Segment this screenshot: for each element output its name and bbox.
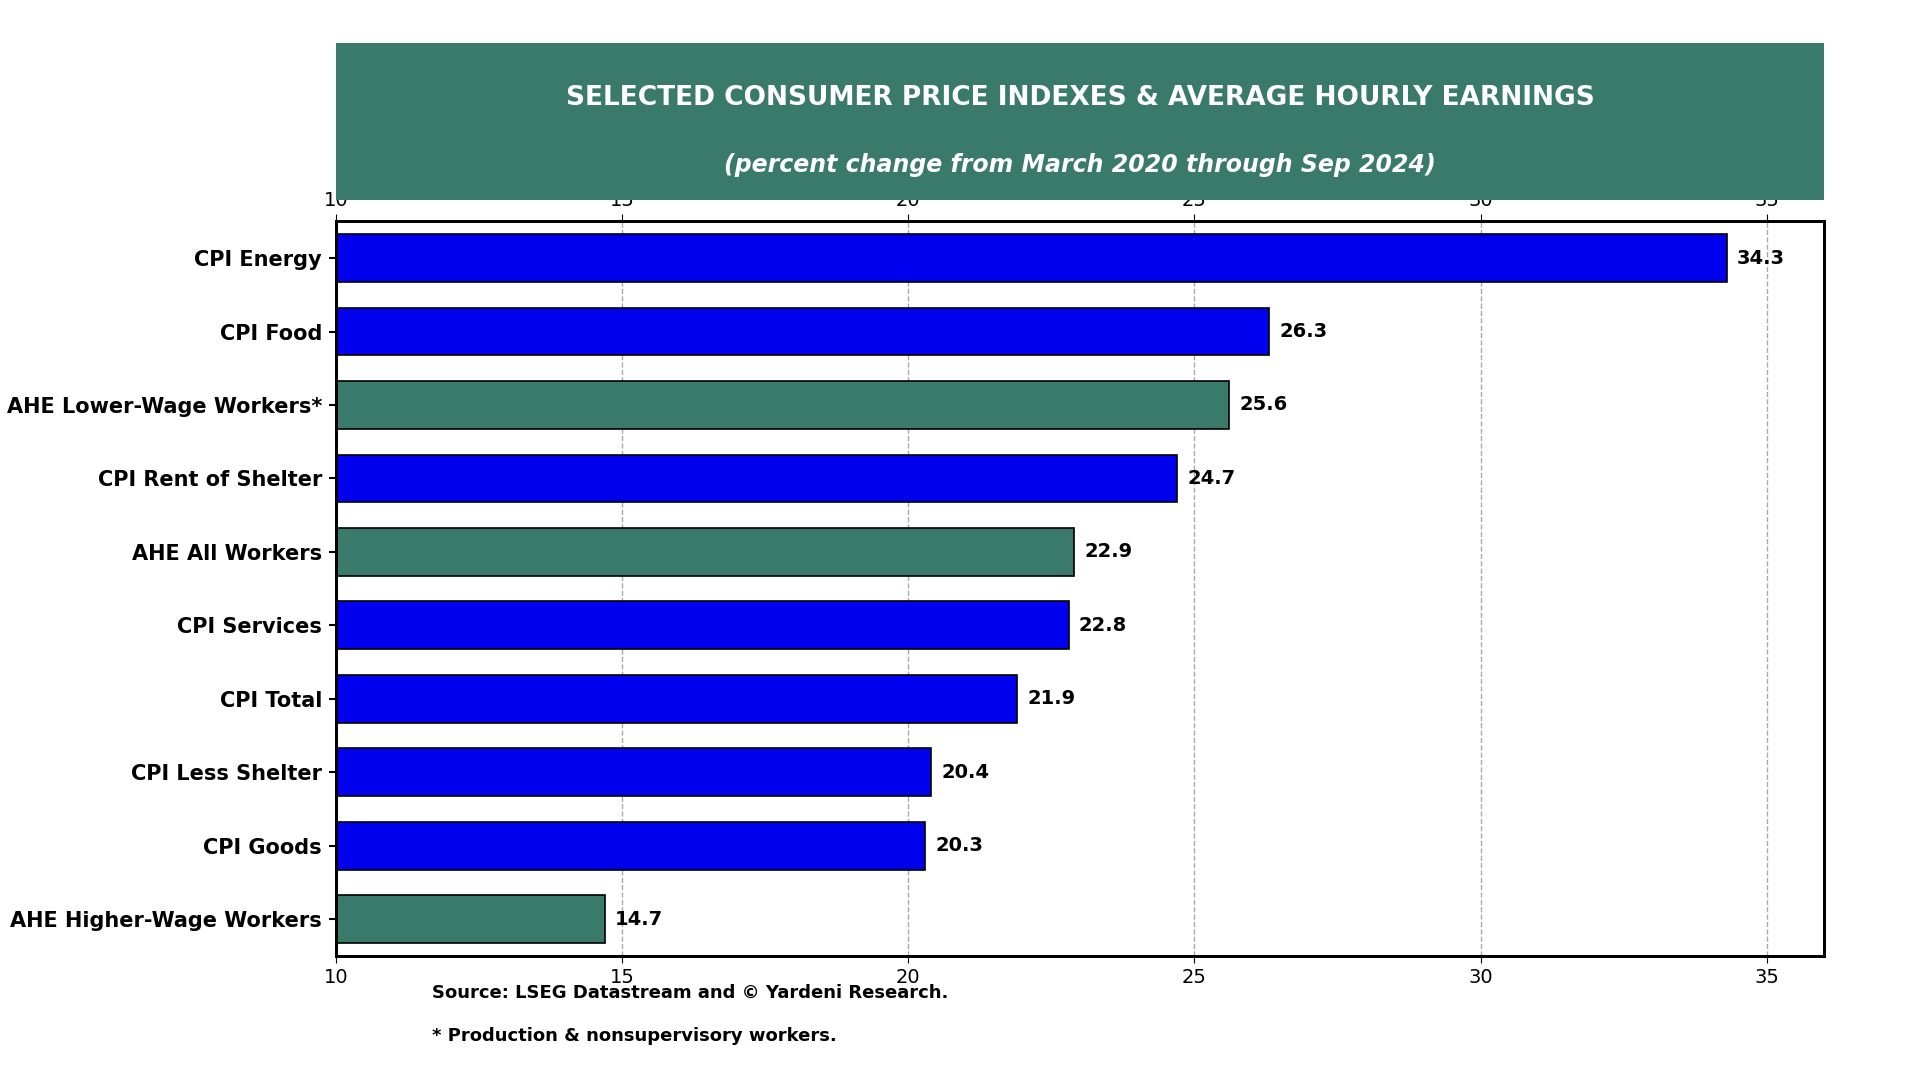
Bar [336,308,1269,355]
Text: (percent change from March 2020 through Sep 2024): (percent change from March 2020 through … [724,153,1436,177]
Text: 34.3: 34.3 [1738,248,1786,268]
Text: 22.8: 22.8 [1079,616,1127,635]
Text: 24.7: 24.7 [1188,469,1236,488]
Text: Source: LSEG Datastream and © Yardeni Research.: Source: LSEG Datastream and © Yardeni Re… [432,984,948,1002]
Text: 14.7: 14.7 [614,909,664,929]
Text: 25.6: 25.6 [1238,395,1286,415]
Text: 22.9: 22.9 [1085,542,1133,562]
Bar [336,748,931,796]
Text: 26.3: 26.3 [1279,322,1327,341]
Text: 20.3: 20.3 [935,836,983,855]
Text: 20.4: 20.4 [941,762,989,782]
Bar [336,381,1229,429]
Text: 21.9: 21.9 [1027,689,1075,708]
Bar [336,895,605,943]
Bar [336,822,925,869]
Bar [336,528,1075,576]
Bar [336,455,1177,502]
Bar [336,234,1726,282]
Bar [336,602,1069,649]
Bar [336,675,1018,723]
Text: * Production & nonsupervisory workers.: * Production & nonsupervisory workers. [432,1027,837,1045]
Text: SELECTED CONSUMER PRICE INDEXES & AVERAGE HOURLY EARNINGS: SELECTED CONSUMER PRICE INDEXES & AVERAG… [566,85,1594,111]
